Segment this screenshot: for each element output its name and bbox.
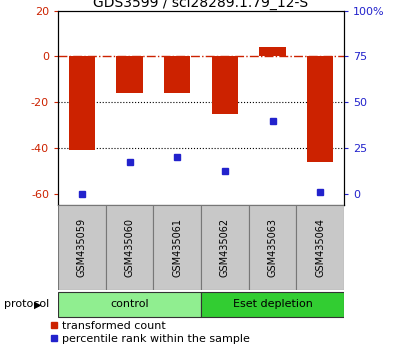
Text: GSM435062: GSM435062 bbox=[220, 218, 230, 278]
Text: GSM435063: GSM435063 bbox=[268, 218, 278, 277]
Text: GSM435059: GSM435059 bbox=[77, 218, 87, 278]
Bar bbox=[307, 56, 333, 162]
Bar bbox=[201, 205, 249, 290]
Bar bbox=[164, 56, 190, 93]
Text: GSM435064: GSM435064 bbox=[315, 218, 325, 277]
Bar bbox=[259, 47, 286, 56]
Text: GSM435061: GSM435061 bbox=[172, 218, 182, 277]
Bar bbox=[212, 56, 238, 114]
Bar bbox=[106, 205, 153, 290]
Title: GDS3599 / scl28289.1.79_12-S: GDS3599 / scl28289.1.79_12-S bbox=[94, 0, 308, 10]
Text: GSM435060: GSM435060 bbox=[124, 218, 134, 277]
Bar bbox=[201, 292, 344, 317]
Text: protocol: protocol bbox=[4, 299, 49, 309]
Bar bbox=[296, 205, 344, 290]
Bar bbox=[58, 205, 106, 290]
Bar bbox=[58, 292, 201, 317]
Text: ▶: ▶ bbox=[34, 299, 42, 309]
Text: Eset depletion: Eset depletion bbox=[232, 299, 312, 309]
Bar bbox=[153, 205, 201, 290]
Bar bbox=[69, 56, 95, 150]
Bar bbox=[116, 56, 143, 93]
Text: control: control bbox=[110, 299, 149, 309]
Bar bbox=[249, 205, 296, 290]
Legend: transformed count, percentile rank within the sample: transformed count, percentile rank withi… bbox=[46, 316, 254, 348]
